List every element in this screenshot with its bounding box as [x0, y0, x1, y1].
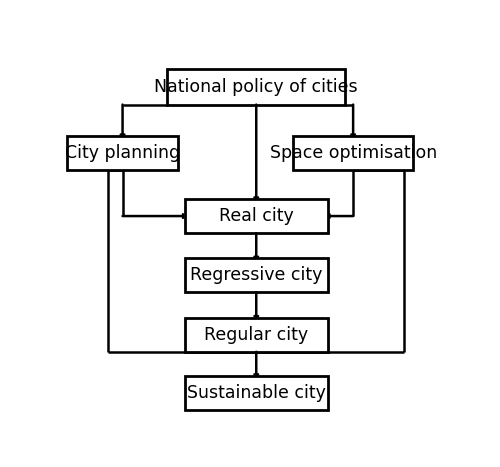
Text: National policy of cities: National policy of cities [154, 78, 358, 96]
Bar [184, 199, 328, 233]
Text: Regressive city: Regressive city [190, 266, 322, 284]
Bar [184, 376, 328, 410]
Bar [184, 318, 328, 352]
Text: Real city: Real city [219, 207, 294, 225]
Text: Space optimisation: Space optimisation [270, 144, 437, 162]
Bar [68, 136, 178, 170]
Bar [167, 69, 346, 105]
Bar [293, 136, 413, 170]
Bar [184, 258, 328, 292]
Text: Sustainable city: Sustainable city [187, 384, 326, 402]
Text: Regular city: Regular city [204, 325, 308, 344]
Text: City planning: City planning [65, 144, 180, 162]
